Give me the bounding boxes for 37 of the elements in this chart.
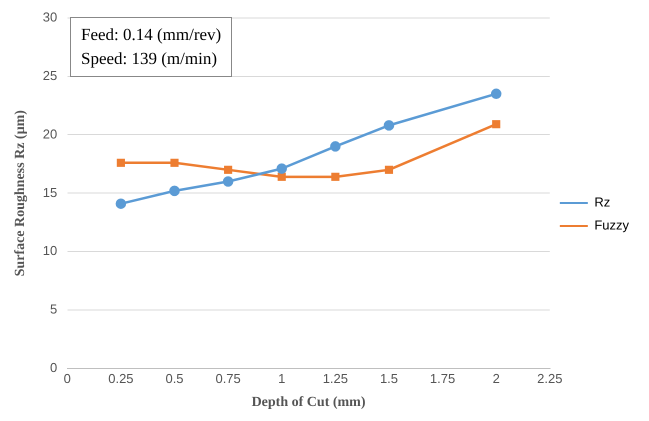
point xyxy=(330,141,341,152)
x-axis-title: Depth of Cut (mm) xyxy=(252,395,366,410)
point xyxy=(384,166,394,174)
annotation: Speed: 139 (m/min) xyxy=(81,48,218,70)
x-tick-label: 1.75 xyxy=(430,370,456,386)
x-tick-label: 2.25 xyxy=(537,370,562,386)
point xyxy=(169,186,180,196)
annotation: Feed: 0.14 (mm/rev) xyxy=(81,24,222,46)
x-tick-label: 0 xyxy=(64,370,71,386)
point xyxy=(331,172,340,181)
x-tick-label: 0.5 xyxy=(165,370,184,386)
point xyxy=(276,163,287,174)
y-tick-label: 25 xyxy=(42,68,58,83)
point xyxy=(222,176,234,187)
legend-label: Rz xyxy=(594,194,610,210)
x-tick-label: 1 xyxy=(278,370,286,386)
y-tick-label: 5 xyxy=(50,302,58,317)
x-tick-label: 1.25 xyxy=(322,370,348,386)
y-axis-title: Surface Roughness Rz (µm) xyxy=(13,110,28,276)
point xyxy=(116,158,125,167)
x-tick-label: 1.5 xyxy=(380,370,398,386)
point xyxy=(278,172,286,181)
x-tick-label: 0.75 xyxy=(215,370,241,386)
point xyxy=(490,88,502,100)
point xyxy=(224,166,232,174)
x-tick-label: 2 xyxy=(492,370,500,386)
legend-label: Fuzzy xyxy=(594,218,630,233)
point xyxy=(492,120,500,128)
point xyxy=(384,120,394,131)
y-tick-label: 30 xyxy=(42,9,58,24)
point xyxy=(170,158,179,167)
point xyxy=(116,198,126,209)
x-tick-label: 0.25 xyxy=(108,370,134,386)
y-tick-label: 0 xyxy=(50,360,58,376)
y-tick-label: 15 xyxy=(42,184,58,200)
y-tick-label: 20 xyxy=(42,126,58,142)
y-tick-label: 10 xyxy=(42,243,58,258)
